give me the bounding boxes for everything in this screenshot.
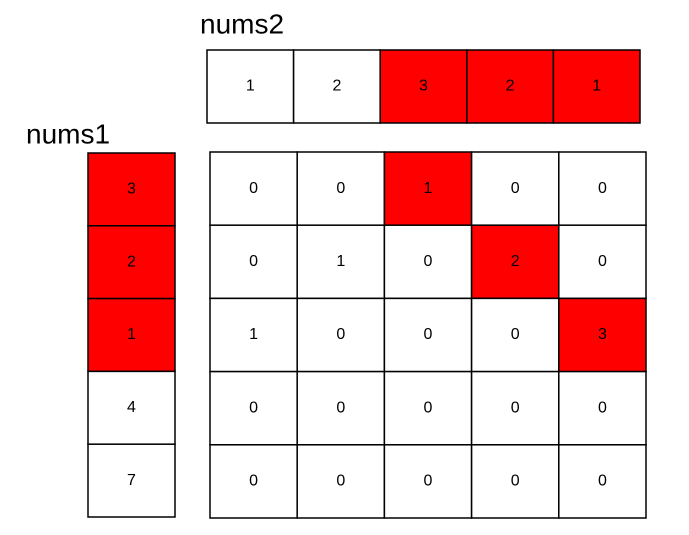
- nums1-cell-text: 2: [127, 253, 136, 270]
- table-cell: [470, 224, 560, 300]
- nums1-cell: [87, 443, 176, 518]
- table-cell-text: 1: [249, 326, 258, 343]
- nums1-cell-text: 1: [127, 326, 136, 343]
- nums1-cell: [87, 297, 176, 373]
- table-cell: [296, 224, 386, 300]
- table-cell-text: 0: [336, 399, 345, 416]
- nums2-cell: [379, 49, 468, 124]
- nums2-cell-text: 1: [246, 78, 255, 95]
- nums2-cell: [292, 49, 381, 124]
- table-cell: [470, 444, 560, 519]
- nums1-cell-text: 7: [127, 472, 136, 489]
- nums1-cell-text: 3: [127, 181, 136, 198]
- table-cell-text: 0: [424, 473, 433, 490]
- table-cell-text: 0: [424, 326, 433, 343]
- table-cell: [296, 370, 386, 446]
- nums1-cell-text: 4: [127, 399, 136, 416]
- nums1-cell: [87, 152, 176, 227]
- table-cell-text: 0: [249, 180, 258, 197]
- table-cell: [558, 370, 647, 446]
- table-cell-text: 1: [424, 180, 433, 197]
- table-cell: [383, 297, 473, 373]
- table-cell: [383, 224, 473, 300]
- table-cell: [209, 297, 298, 373]
- table-cell: [558, 297, 647, 373]
- table-cell-text: 0: [511, 473, 520, 490]
- table-cell-text: 0: [598, 399, 607, 416]
- table-cell-text: 0: [511, 180, 520, 197]
- table-cell-text: 0: [598, 180, 607, 197]
- table-cell-text: 0: [598, 473, 607, 490]
- nums2-cell: [206, 49, 295, 124]
- table-cell: [470, 370, 560, 446]
- table-cell-text: 0: [249, 473, 258, 490]
- table-cell-text: 0: [424, 399, 433, 416]
- table-cell-text: 0: [424, 253, 433, 270]
- table-cell-text: 0: [249, 253, 258, 270]
- table-cell-text: 0: [511, 399, 520, 416]
- nums2-cell-text: 3: [419, 78, 428, 95]
- table-cell: [558, 444, 647, 519]
- nums2-cell-text: 1: [592, 78, 601, 95]
- nums2-cell-text: 2: [506, 78, 515, 95]
- table-cell: [296, 297, 386, 373]
- table-cell-text: 0: [336, 326, 345, 343]
- table-cell-text: 1: [336, 253, 345, 270]
- table-cell: [383, 370, 473, 446]
- nums2-cell: [552, 49, 641, 124]
- table-cell-text: 0: [249, 399, 258, 416]
- table-cell: [209, 444, 298, 519]
- table-cell: [558, 224, 647, 300]
- table-cell-text: 0: [336, 180, 345, 197]
- table-cell: [209, 224, 298, 300]
- table-cell-text: 0: [511, 326, 520, 343]
- table-cell: [296, 151, 386, 226]
- nums1-label: nums1: [26, 118, 110, 149]
- table-cell: [470, 151, 560, 226]
- table-cell-text: 3: [598, 326, 607, 343]
- nums2-label: nums2: [200, 8, 284, 39]
- table-cell-text: 2: [511, 253, 520, 270]
- table-cell-text: 0: [336, 473, 345, 490]
- table-cell-text: 0: [598, 253, 607, 270]
- nums2-cell-text: 2: [332, 78, 341, 95]
